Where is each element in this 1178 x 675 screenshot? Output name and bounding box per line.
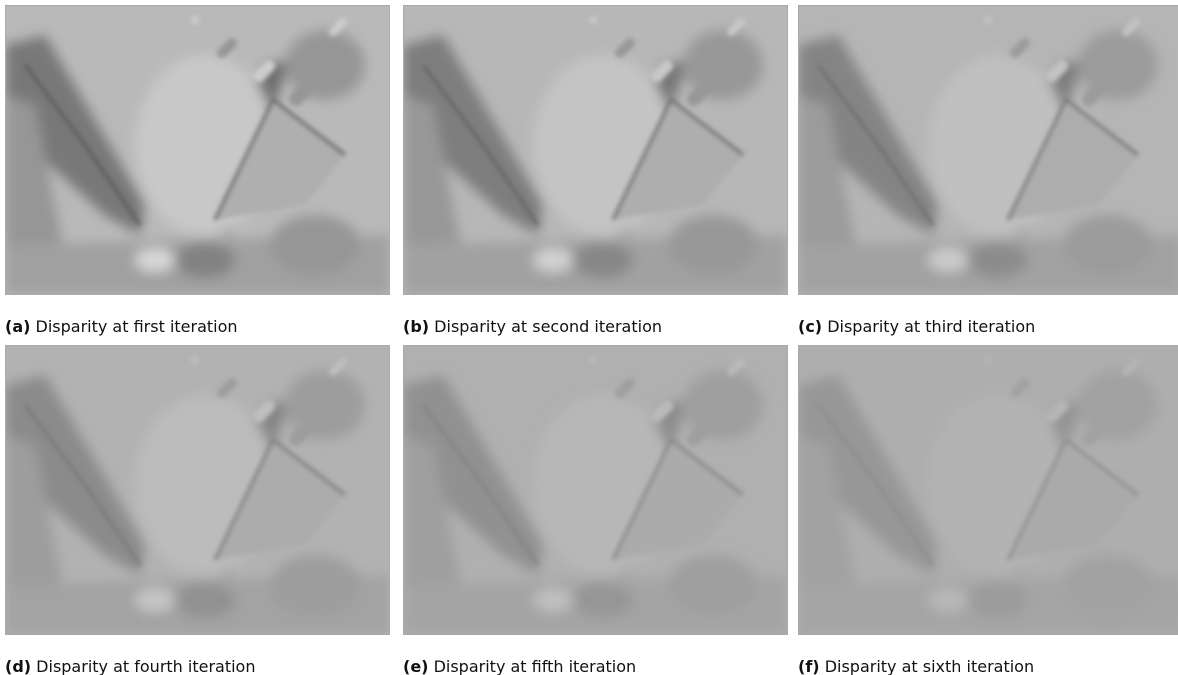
figure: (a) Disparity at first iteration (b) Disp… (0, 0, 1178, 675)
panel-label: (f) (798, 657, 820, 675)
caption: (a) Disparity at first iteration (5, 317, 390, 336)
panel-label: (e) (403, 657, 428, 675)
panel: (e) Disparity at fifth iteration (403, 345, 788, 675)
caption: (b) Disparity at second iteration (403, 317, 788, 336)
disparity-image (5, 5, 390, 295)
caption: (e) Disparity at fifth iteration (403, 657, 788, 675)
caption-text: Disparity at fifth iteration (434, 657, 637, 675)
caption-text: Disparity at fourth iteration (36, 657, 255, 675)
caption-text: Disparity at sixth iteration (825, 657, 1034, 675)
caption-text: Disparity at second iteration (434, 317, 662, 336)
panel: (f) Disparity at sixth iteration (798, 345, 1178, 675)
panel: (c) Disparity at third iteration (798, 5, 1178, 336)
panel-label: (b) (403, 317, 429, 336)
disparity-image (798, 345, 1178, 635)
disparity-image (798, 5, 1178, 295)
panel: (d) Disparity at fourth iteration (5, 345, 390, 675)
disparity-image (403, 5, 788, 295)
disparity-image (5, 345, 390, 635)
panel-label: (a) (5, 317, 30, 336)
caption-text: Disparity at first iteration (36, 317, 238, 336)
caption: (d) Disparity at fourth iteration (5, 657, 390, 675)
caption: (f) Disparity at sixth iteration (798, 657, 1178, 675)
disparity-image (403, 345, 788, 635)
panel-label: (d) (5, 657, 31, 675)
panel-label: (c) (798, 317, 822, 336)
panel: (b) Disparity at second iteration (403, 5, 788, 336)
panel: (a) Disparity at first iteration (5, 5, 390, 336)
caption-text: Disparity at third iteration (827, 317, 1035, 336)
caption: (c) Disparity at third iteration (798, 317, 1178, 336)
